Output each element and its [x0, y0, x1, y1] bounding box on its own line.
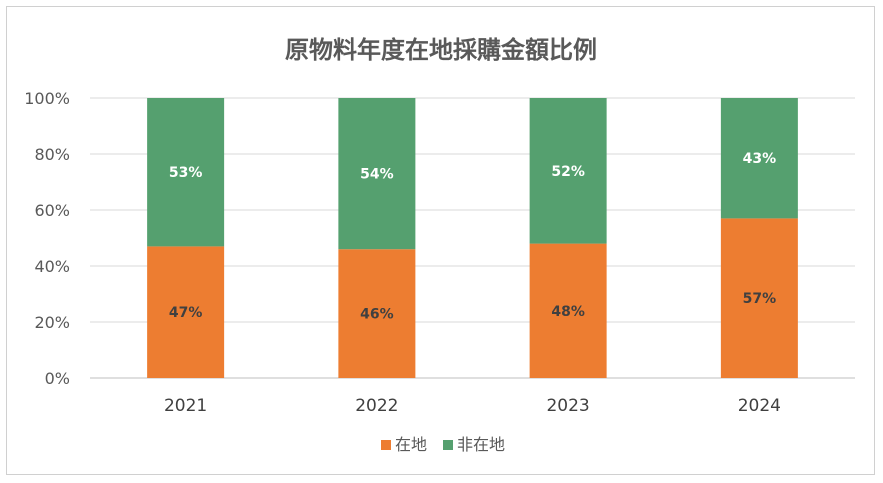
x-category-label: 2023 [546, 396, 589, 416]
data-label: 54% [360, 167, 394, 183]
data-label: 53% [169, 165, 203, 181]
bar-segment-local-2023 [529, 243, 607, 378]
chart-title: 原物料年度在地採購金額比例 [285, 36, 597, 64]
data-label: 43% [743, 151, 777, 167]
legend-label-local: 在地 [395, 435, 427, 454]
y-tick-label: 20% [34, 313, 70, 332]
x-category-label: 2021 [164, 396, 207, 416]
bar-segment-local-2022 [338, 249, 416, 378]
data-label: 47% [169, 305, 203, 321]
data-label: 52% [551, 164, 585, 180]
y-tick-label: 60% [34, 201, 70, 220]
y-tick-label: 0% [45, 369, 70, 388]
y-tick-label: 40% [34, 257, 70, 276]
bar-segment-nonlocal-2022 [338, 98, 416, 250]
legend-label-nonlocal: 非在地 [457, 435, 505, 454]
legend-swatch-local [381, 440, 391, 450]
x-category-label: 2022 [355, 396, 398, 416]
bar-segment-local-2024 [720, 218, 798, 378]
bar-segment-local-2021 [147, 246, 225, 378]
bar-segment-nonlocal-2021 [147, 98, 225, 247]
y-tick-label: 80% [34, 145, 70, 164]
x-category-label: 2024 [738, 396, 781, 416]
y-tick-label: 100% [24, 89, 70, 108]
data-label: 48% [551, 304, 585, 320]
bar-segment-nonlocal-2023 [529, 98, 607, 244]
data-label: 46% [360, 307, 394, 323]
data-label: 57% [743, 291, 777, 307]
legend-swatch-nonlocal [443, 440, 453, 450]
bar-segment-nonlocal-2024 [720, 98, 798, 219]
